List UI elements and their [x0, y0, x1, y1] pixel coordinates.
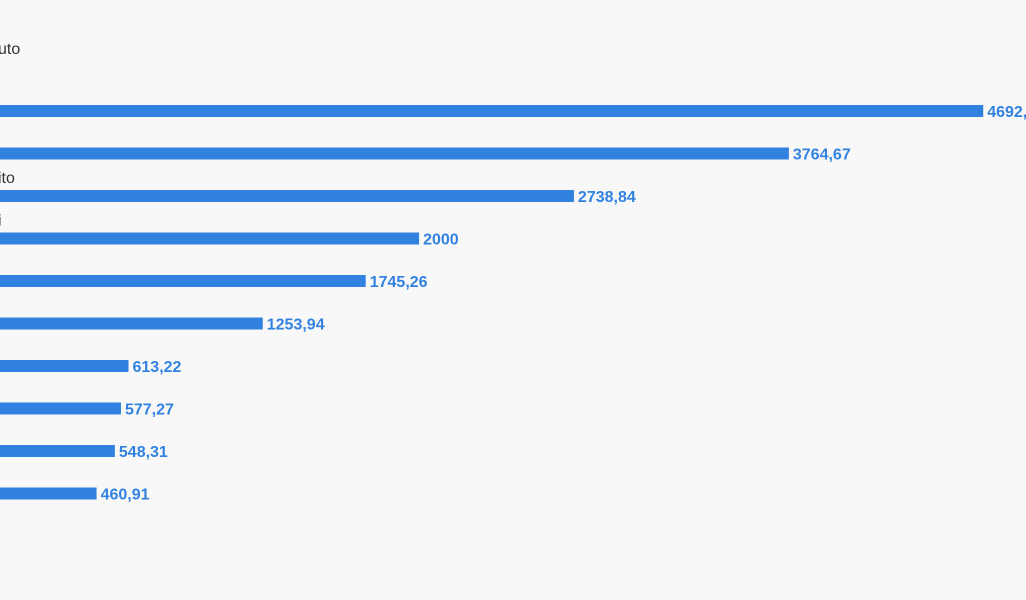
- value-label-2: 2738,84: [578, 189, 636, 206]
- value-label-8: 548,31: [119, 444, 168, 461]
- bar-6: [0, 360, 129, 372]
- category-label-3: i: [0, 213, 2, 230]
- category-label-0: uto: [0, 41, 20, 58]
- value-label-4: 1745,26: [370, 274, 428, 291]
- value-label-9: 460,91: [101, 487, 150, 504]
- bar-7: [0, 402, 121, 415]
- bar-2: [0, 190, 574, 202]
- bar-5: [0, 317, 263, 330]
- category-label-2: ito: [0, 170, 15, 187]
- value-label-6: 613,22: [133, 359, 182, 376]
- bar-8: [0, 445, 115, 457]
- value-label-7: 577,27: [125, 402, 174, 419]
- bars-group: [0, 105, 984, 500]
- bar-0: [0, 105, 984, 117]
- value-label-5: 1253,94: [267, 317, 325, 334]
- value-label-0: 4692,: [987, 104, 1026, 121]
- bar-3: [0, 232, 420, 245]
- bar-9: [0, 487, 97, 500]
- bar-4: [0, 275, 366, 287]
- bar-1: [0, 147, 789, 160]
- value-label-1: 3764,67: [793, 147, 851, 164]
- value-label-3: 2000: [423, 232, 459, 249]
- labels-group: 4692, uto 3764,67 2738,84 ito 2000 i 1745,26 125…: [0, 41, 1026, 504]
